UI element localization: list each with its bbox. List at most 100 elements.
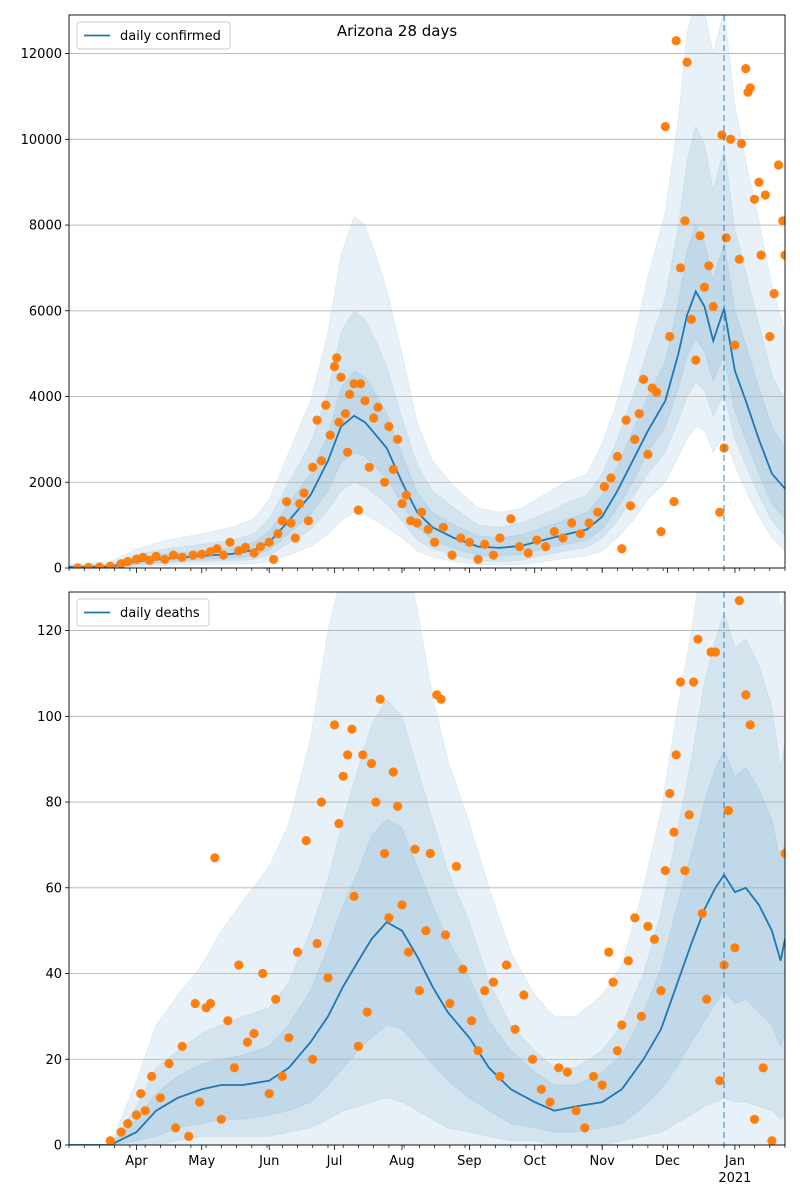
y-tick-label: 0 — [54, 562, 62, 577]
data-point — [584, 518, 594, 528]
data-point — [765, 331, 775, 342]
data-point — [223, 1016, 233, 1026]
data-point — [229, 1063, 239, 1073]
data-point — [164, 1059, 174, 1069]
data-point — [467, 1016, 477, 1026]
data-point — [299, 488, 309, 498]
data-point — [343, 447, 353, 457]
data-point — [514, 542, 525, 552]
data-point — [773, 160, 784, 170]
chart-title: Arizona 28 days — [337, 22, 458, 40]
data-point — [541, 542, 551, 552]
data-point — [730, 340, 740, 350]
data-point — [778, 216, 785, 226]
data-point — [380, 848, 390, 859]
data-point — [255, 542, 266, 552]
data-point — [264, 537, 274, 547]
band-middle — [69, 611, 785, 1145]
deaths-x-axis: Apr May Jun Jul Aug Sep Oct Nov Dec Jan — [68, 1145, 786, 1169]
data-point — [338, 771, 348, 781]
data-point — [506, 514, 516, 524]
data-point — [767, 1136, 777, 1145]
data-point — [588, 1071, 599, 1081]
confirmed-uncertainty-bands — [69, 15, 785, 568]
data-point — [388, 464, 398, 474]
data-point — [403, 947, 414, 957]
confirmed-y-axis: 0 2000 4000 6000 8000 10000 12000 — [21, 47, 69, 577]
data-point — [151, 551, 161, 562]
data-point — [671, 36, 681, 46]
data-point — [473, 554, 483, 565]
data-point — [745, 720, 755, 730]
y-tick-label: 4000 — [29, 390, 62, 405]
data-point — [295, 499, 305, 509]
data-point — [425, 848, 435, 859]
data-point — [501, 960, 511, 970]
data-point — [734, 596, 744, 606]
data-point — [430, 537, 440, 547]
data-point — [697, 908, 707, 919]
data-point — [353, 505, 363, 515]
data-point — [384, 421, 394, 432]
band-outer — [69, 15, 785, 568]
data-point — [160, 554, 170, 565]
data-point — [693, 634, 703, 644]
data-point — [726, 134, 736, 144]
data-point — [780, 250, 785, 260]
data-point — [116, 1127, 126, 1137]
data-point — [760, 190, 771, 200]
data-point — [604, 947, 614, 957]
data-point — [286, 518, 296, 528]
data-point — [656, 527, 666, 537]
data-point — [680, 866, 690, 876]
data-point — [682, 57, 692, 67]
legend-box — [76, 21, 231, 50]
data-point — [353, 1041, 363, 1051]
band-inner — [69, 749, 785, 1145]
data-point — [754, 177, 764, 187]
data-point — [373, 402, 383, 412]
data-point — [334, 417, 344, 427]
data-point — [375, 694, 385, 704]
legend-label-confirmed: daily confirmed — [120, 29, 221, 44]
x-axis-year-label: 2021 — [718, 1171, 751, 1186]
data-point — [780, 848, 785, 859]
data-point — [510, 1024, 520, 1034]
data-point — [155, 1093, 165, 1103]
data-point — [397, 499, 407, 509]
data-point — [445, 998, 455, 1009]
data-point — [617, 544, 627, 554]
data-point — [393, 434, 403, 444]
deaths-panel: 0 20 40 60 80 100 120 Apr May Jun Jul Aug Sep Oct Nov… — [37, 591, 786, 1169]
x-tick-label: Nov — [590, 1154, 616, 1169]
confirmed-axes-frame — [68, 14, 786, 569]
data-point — [210, 853, 220, 863]
deaths-points — [105, 596, 785, 1145]
data-point — [360, 396, 370, 406]
data-point — [195, 1097, 205, 1107]
y-tick-label: 2000 — [29, 476, 62, 491]
data-point — [123, 1119, 133, 1129]
data-point — [345, 389, 355, 399]
data-point — [438, 522, 448, 532]
data-point — [671, 750, 681, 760]
data-point — [292, 947, 303, 957]
data-point — [630, 434, 640, 444]
data-point — [625, 501, 636, 511]
data-point — [168, 550, 179, 560]
data-point — [421, 926, 431, 936]
y-tick-label: 8000 — [29, 219, 62, 234]
data-point — [571, 1106, 581, 1116]
data-point — [343, 750, 353, 760]
x-tick-label: Dec — [655, 1154, 680, 1169]
data-point — [136, 1089, 146, 1099]
data-point — [495, 533, 505, 543]
data-point — [216, 1114, 226, 1124]
data-point — [329, 720, 340, 730]
data-point — [369, 413, 379, 423]
data-point — [147, 1071, 157, 1081]
data-point — [741, 690, 751, 700]
data-point — [123, 557, 133, 567]
data-point — [258, 968, 268, 979]
y-tick-label: 10000 — [21, 133, 62, 148]
